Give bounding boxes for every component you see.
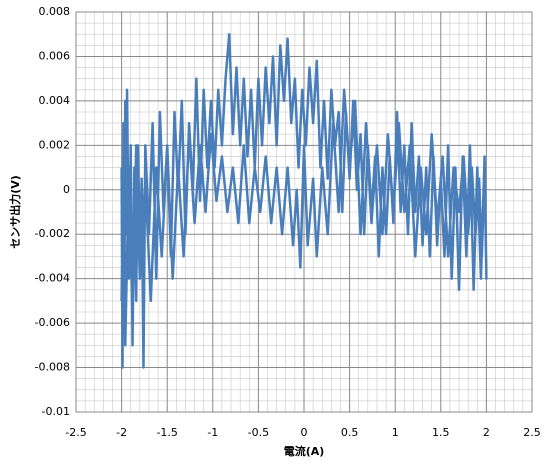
y-tick-label: -0.004	[35, 272, 70, 285]
y-tick-label: -0.002	[35, 227, 70, 240]
x-tick-label: -0.5	[248, 426, 269, 439]
x-tick-label: 2.5	[523, 426, 541, 439]
y-axis-title: センサ出力(V)	[8, 175, 22, 249]
x-tick-label: -2	[116, 426, 127, 439]
x-tick-label: -1	[207, 426, 218, 439]
plot-border	[75, 11, 533, 413]
x-tick-label: 1.5	[432, 426, 450, 439]
y-tick-label: 0.008	[39, 5, 71, 18]
data-line	[120, 32, 488, 369]
x-tick-label: 0.5	[341, 426, 359, 439]
y-tick-label: -0.006	[35, 316, 70, 329]
x-tick-label: 2	[483, 426, 490, 439]
x-tick-label: 0	[301, 426, 308, 439]
y-tick-label: -0.008	[35, 361, 70, 374]
y-tick-label: -0.01	[42, 405, 70, 418]
y-tick-label: 0.002	[39, 138, 71, 151]
y-tick-label: 0.006	[39, 49, 71, 62]
x-tick-label: -2.5	[65, 426, 86, 439]
x-axis-title: 電流(A)	[284, 444, 325, 458]
y-tick-label: 0.004	[39, 94, 71, 107]
y-tick-label: 0	[63, 183, 70, 196]
x-tick-label: -1.5	[156, 426, 177, 439]
x-tick-label: 1	[392, 426, 399, 439]
